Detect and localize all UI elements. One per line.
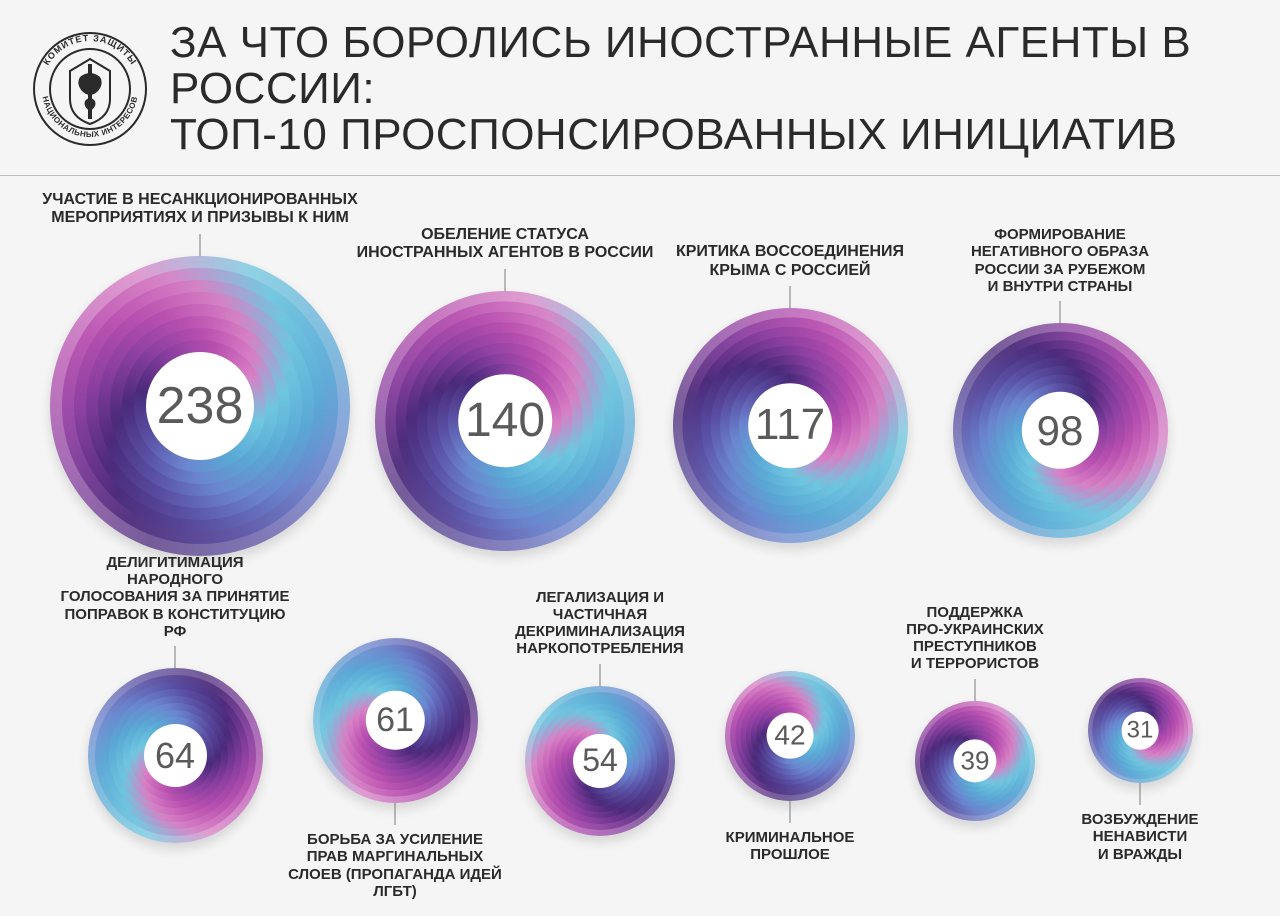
- bubble-value: 31: [1121, 712, 1159, 750]
- page-title: ЗА ЧТО БОРОЛИСЬ ИНОСТРАННЫЕ АГЕНТЫ В РОС…: [170, 20, 1250, 159]
- bubble-value: 117: [748, 383, 833, 468]
- connector-line: [600, 664, 601, 686]
- connector-line: [505, 269, 506, 291]
- connector-line: [175, 646, 176, 668]
- bubble-value: 54: [573, 734, 627, 788]
- org-logo: КОМИТЕТ ЗАЩИТЫ НАЦИОНАЛЬНЫХ ИНТЕРЕСОВ: [30, 29, 150, 149]
- connector-line: [790, 286, 791, 308]
- connector-line: [1060, 301, 1061, 323]
- connector-line: [1140, 783, 1141, 805]
- bubble-label: УЧАСТИЕ В НЕСАНКЦИОНИРОВАННЫХ МЕРОПРИЯТИ…: [20, 191, 380, 228]
- bubble-value: 64: [144, 724, 207, 787]
- bubble-value: 238: [146, 352, 254, 460]
- bubble-label: ДЕЛИГИТИМАЦИЯ НАРОДНОГО ГОЛОСОВАНИЯ ЗА П…: [58, 554, 293, 640]
- bubble-label: КРИМИНАЛЬНОЕ ПРОШЛОЕ: [680, 829, 900, 864]
- bubble-label: КРИТИКА ВОССОЕДИНЕНИЯ КРЫМА С РОССИЕЙ: [643, 243, 938, 280]
- bubble-value: 42: [767, 712, 814, 759]
- bubble-value: 140: [458, 374, 552, 468]
- connector-line: [790, 801, 791, 823]
- bubble-label: ЛЕГАЛИЗАЦИЯ И ЧАСТИЧНАЯ ДЕКРИМИНАЛИЗАЦИЯ…: [490, 589, 710, 658]
- title-line-1: ЗА ЧТО БОРОЛИСЬ ИНОСТРАННЫЕ АГЕНТЫ В РОС…: [170, 18, 1191, 113]
- bubble-label: ОБЕЛЕНИЕ СТАТУСА ИНОСТРАННЫХ АГЕНТОВ В Р…: [345, 226, 665, 263]
- bubble-label: БОРЬБА ЗА УСИЛЕНИЕ ПРАВ МАРГИНАЛЬНЫХ СЛО…: [283, 831, 508, 900]
- bubble-chart: 238 УЧАСТИЕ В НЕСАНКЦИОНИРОВАННЫХ МЕРОПРИ…: [0, 176, 1280, 916]
- header: КОМИТЕТ ЗАЩИТЫ НАЦИОНАЛЬНЫХ ИНТЕРЕСОВ ЗА…: [0, 0, 1280, 169]
- bubble-label: ПОДДЕРЖКА ПРО-УКРАИНСКИХ ПРЕСТУПНИКОВ И …: [865, 604, 1085, 673]
- bubble-label: ВОЗБУЖДЕНИЕ НЕНАВИСТИ И ВРАЖДЫ: [1030, 811, 1250, 863]
- connector-line: [200, 234, 201, 256]
- connector-line: [395, 803, 396, 825]
- bubble-label: ФОРМИРОВАНИЕ НЕГАТИВНОГО ОБРАЗА РОССИИ З…: [923, 226, 1198, 295]
- title-line-2: ТОП-10 ПРОСПОНСИРОВАННЫХ ИНИЦИАТИВ: [170, 110, 1177, 159]
- connector-line: [975, 679, 976, 701]
